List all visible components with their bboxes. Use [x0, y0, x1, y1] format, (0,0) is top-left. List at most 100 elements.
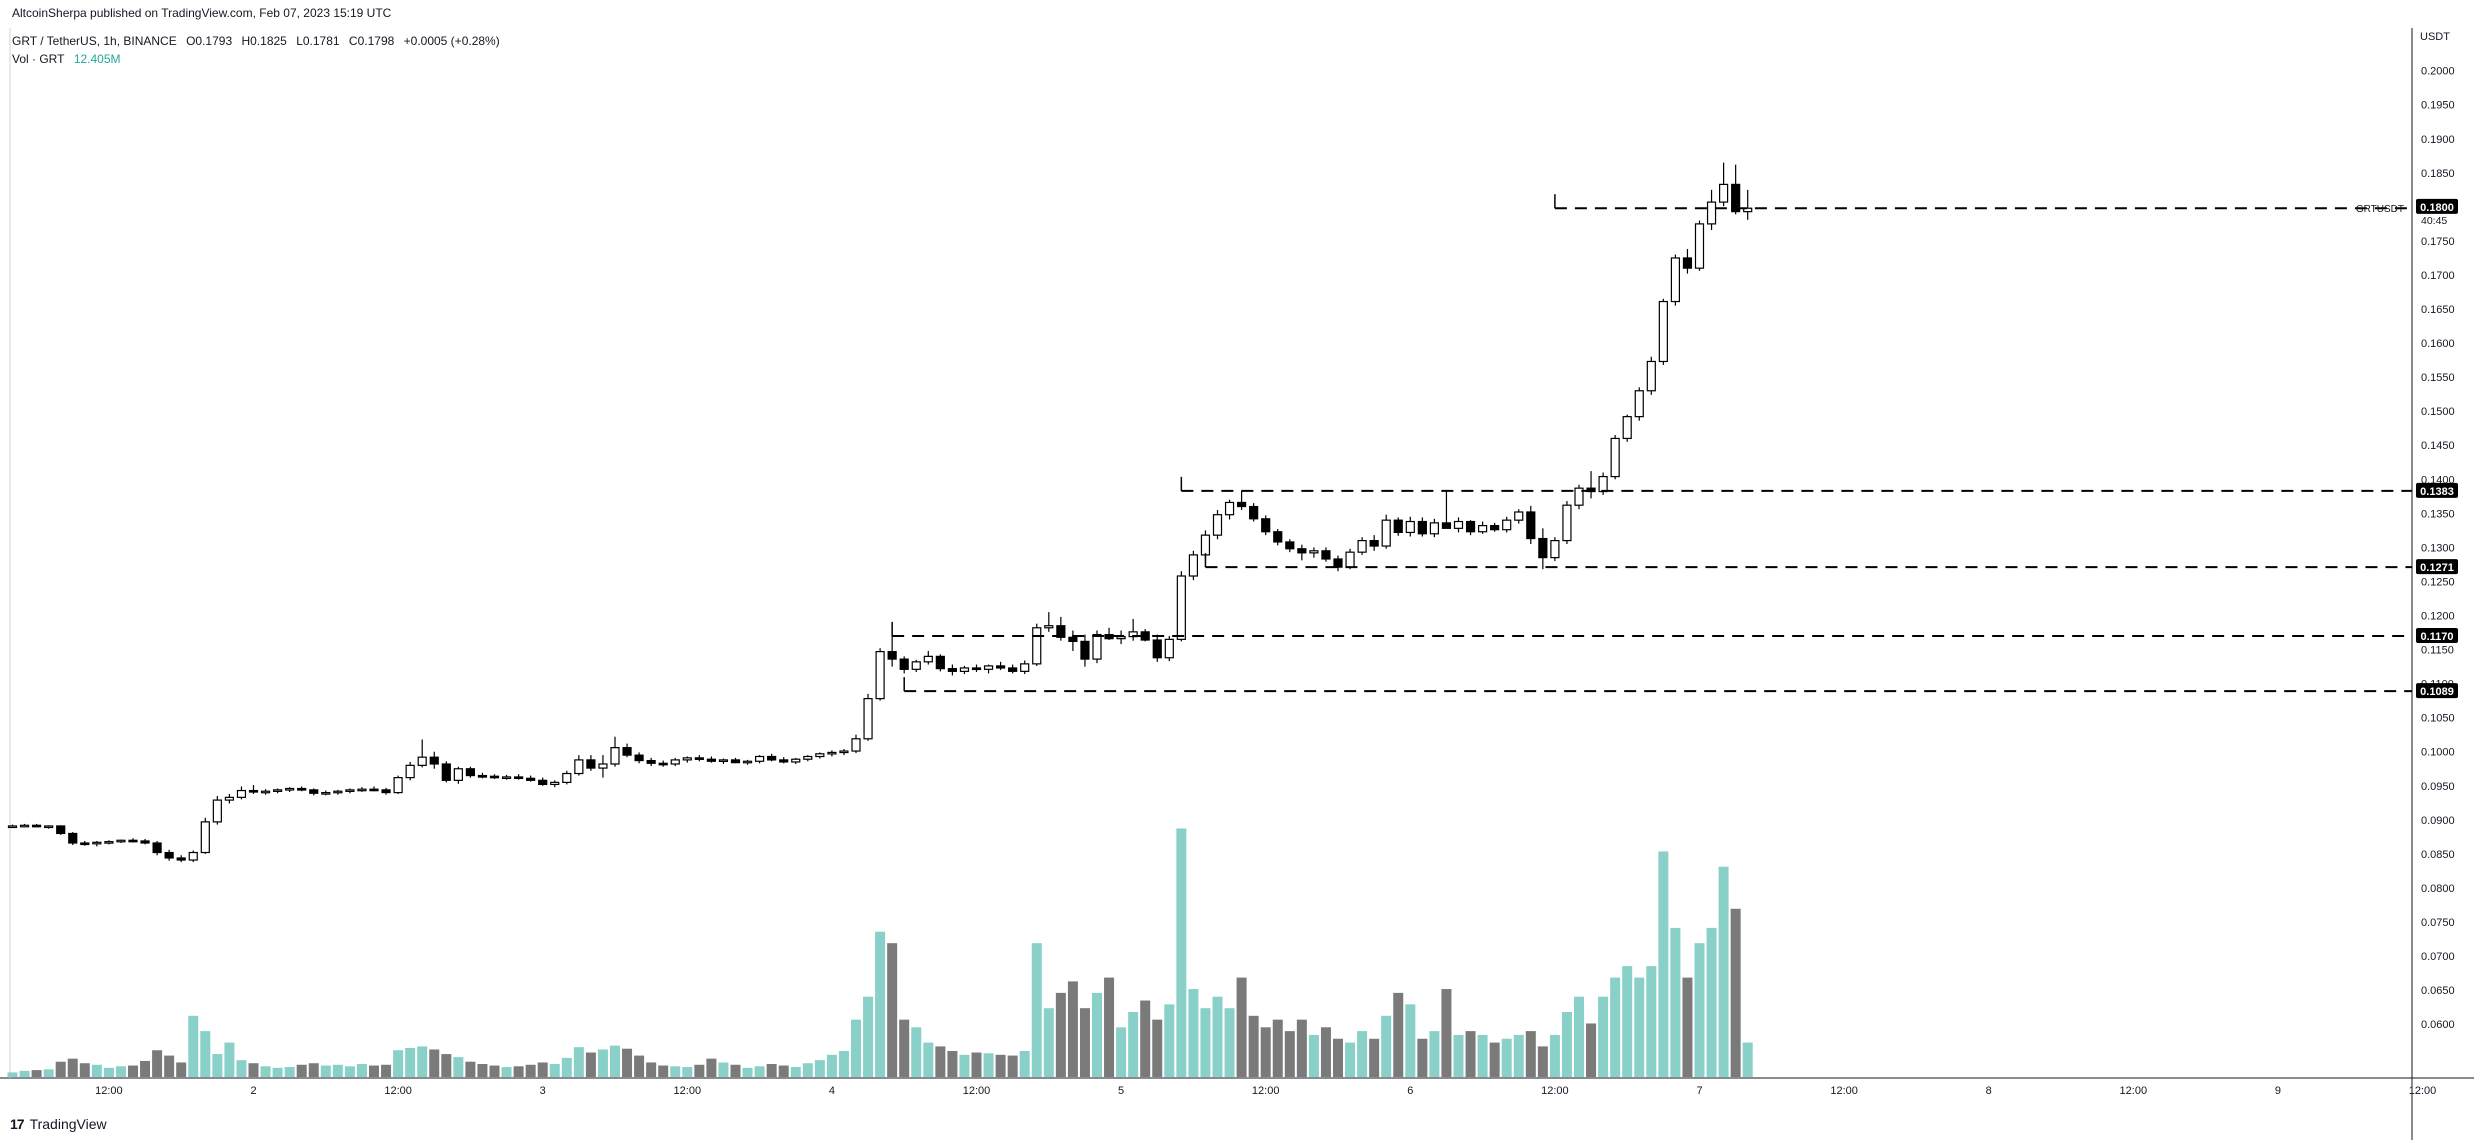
volume-bar: [1128, 1012, 1139, 1077]
volume-bar: [1212, 996, 1223, 1077]
volume-bar: [610, 1045, 620, 1077]
price-tick-label: 0.0800: [2421, 883, 2455, 895]
time-tick-label: 5: [1118, 1085, 1124, 1097]
volume-bar: [393, 1050, 404, 1077]
candle-body: [1405, 520, 1415, 534]
volume-bar: [1477, 1034, 1488, 1077]
time-tick-label: 12:00: [2120, 1085, 2148, 1097]
candle-body: [1249, 505, 1259, 520]
candle-body: [1477, 525, 1488, 533]
volume-bar: [1393, 992, 1404, 1077]
price-tag-label: 0.1271: [2420, 562, 2454, 574]
candle-body: [1670, 257, 1681, 303]
volume-bar: [55, 1061, 66, 1077]
candle-body: [1261, 518, 1271, 533]
current-symbol-label: GRTUSDT: [2356, 204, 2404, 215]
volume-bar: [1055, 992, 1066, 1077]
volume-bar: [1272, 1019, 1283, 1077]
volume-bar: [814, 1060, 825, 1077]
volume-bar: [1007, 1055, 1018, 1077]
candle-body: [417, 756, 427, 766]
tradingview-brand: TradingView: [29, 1116, 107, 1132]
time-tick-label: 9: [2275, 1085, 2281, 1097]
volume-bar: [1320, 1027, 1331, 1077]
price-tick-label: 0.0850: [2421, 849, 2455, 861]
price-tag-box: [2416, 683, 2458, 699]
candle-body: [646, 759, 656, 764]
volume-bar: [1405, 1004, 1416, 1077]
volume-bar: [332, 1064, 343, 1077]
volume-legend[interactable]: Vol · GRT 12.405M: [12, 52, 127, 66]
candle-body: [875, 651, 885, 700]
price-tick-label: 0.1150: [2421, 645, 2454, 657]
countdown-label: 40:45: [2421, 215, 2447, 227]
candle-body: [574, 759, 584, 775]
candle-body: [1152, 639, 1162, 659]
time-tick-label: 2: [250, 1085, 256, 1097]
time-tick-label: 8: [1986, 1085, 1992, 1097]
candle-body: [1164, 638, 1174, 659]
candle-body: [212, 799, 222, 823]
volume-bar: [1369, 1038, 1380, 1077]
candle-body: [1718, 183, 1729, 203]
candle-body: [1188, 554, 1199, 577]
candle-body: [610, 747, 620, 765]
volume-bars: [7, 828, 1753, 1077]
candle-body: [1465, 520, 1476, 533]
volume-bar: [670, 1066, 681, 1077]
volume-bar: [525, 1064, 536, 1077]
symbol-legend[interactable]: GRT / TetherUS, 1h, BINANCE O0.1793 H0.1…: [12, 34, 506, 48]
volume-bar: [1164, 1004, 1175, 1077]
volume-bar: [115, 1066, 126, 1077]
volume-bar: [405, 1047, 416, 1077]
volume-bar: [1682, 977, 1693, 1077]
candle-body: [489, 775, 500, 779]
candle-body: [779, 759, 789, 763]
time-tick-label: 12:00: [963, 1085, 991, 1097]
candle-body: [176, 857, 186, 861]
volume-bar: [1176, 828, 1187, 1077]
candle-body: [1502, 519, 1512, 531]
candle-body: [501, 776, 512, 780]
candle-body: [164, 851, 174, 859]
candle-body: [526, 777, 536, 781]
price-tick-label: 0.1250: [2421, 576, 2455, 588]
volume-label[interactable]: Vol · GRT: [12, 52, 65, 66]
candle-body: [1224, 501, 1235, 516]
volume-bar: [1260, 1027, 1271, 1077]
candle-body: [1008, 667, 1018, 672]
candle-body: [1369, 539, 1379, 547]
volume-bar: [91, 1064, 102, 1077]
volume-bar: [1730, 908, 1741, 1077]
volume-bar: [1067, 981, 1078, 1077]
symbol-name[interactable]: GRT / TetherUS, 1h, BINANCE: [12, 34, 177, 48]
change-value: +0.0005 (+0.28%): [403, 34, 500, 48]
volume-bar: [1586, 1023, 1597, 1077]
volume-bar: [1116, 1027, 1127, 1077]
candle-body: [513, 776, 524, 780]
volume-bar: [1610, 977, 1621, 1077]
price-tag-box: [2416, 482, 2458, 498]
candle-body: [1056, 625, 1066, 638]
candle-body: [1417, 520, 1427, 535]
volume-bar: [935, 1046, 946, 1077]
volume-bar: [1489, 1042, 1500, 1077]
candle-body: [887, 651, 897, 660]
close-value: C0.1798: [348, 34, 395, 48]
price-tick-label: 0.0950: [2421, 781, 2455, 793]
candle-body: [80, 842, 90, 846]
candle-body: [429, 756, 439, 765]
candle-body: [1393, 519, 1403, 534]
volume-bar: [778, 1065, 789, 1077]
tradingview-footer[interactable]: 17 TradingView: [10, 1116, 107, 1132]
volume-bar: [1333, 1038, 1343, 1077]
volume-bar: [1465, 1031, 1476, 1077]
volume-bar: [1706, 927, 1717, 1077]
time-tick-label: 12:00: [95, 1085, 123, 1097]
candle-body: [56, 825, 66, 835]
candle-body: [1731, 183, 1741, 213]
volume-bar: [947, 1051, 958, 1077]
candle-body: [706, 758, 717, 762]
volume-bar: [887, 943, 898, 1077]
